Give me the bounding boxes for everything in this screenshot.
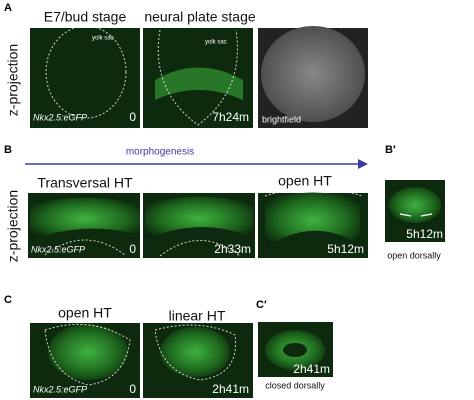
annotation: yolk sac	[205, 40, 227, 46]
micrograph	[30, 28, 140, 128]
caption: open dorsally	[387, 250, 441, 260]
side-label: z-projection	[5, 190, 21, 262]
embryo	[261, 26, 365, 122]
outline	[154, 324, 237, 381]
image: 5h12m	[385, 180, 445, 242]
arrow	[420, 213, 433, 217]
outline	[44, 323, 131, 386]
panel-label: B	[4, 144, 12, 156]
stage-label: neural plate stage	[144, 9, 256, 25]
image: 5h12m	[258, 187, 368, 258]
image: yolk sac Nkx2.5:eGFP 0	[30, 25, 140, 128]
time-label: 0	[129, 382, 136, 396]
stage-label: open HT	[58, 305, 112, 321]
outline	[44, 239, 126, 256]
time-label: 2h33m	[214, 242, 251, 256]
image: yolk sac 7h24m	[143, 28, 253, 128]
stage-label: open HT	[278, 173, 332, 189]
stage-label: linear HT	[169, 308, 226, 324]
tissue	[145, 196, 253, 240]
time-label: 0	[129, 110, 136, 124]
time-label: 5h12m	[327, 242, 364, 256]
image: brightfield	[258, 26, 368, 128]
outline	[45, 25, 127, 119]
stage-label: Transversal HT	[37, 175, 133, 191]
outline	[157, 29, 238, 126]
tissue	[48, 324, 128, 380]
time-label: 2h41m	[212, 382, 249, 396]
outline	[159, 240, 241, 257]
image: Nkx2.5:eGFP 0	[30, 319, 140, 398]
panel-label: B′	[385, 144, 396, 156]
tissue	[30, 197, 140, 240]
arrow-label: morphogenesis	[126, 147, 194, 158]
tissue	[265, 192, 360, 248]
image: Nkx2.5:eGFP 0	[28, 188, 140, 258]
time-label: 7h24m	[212, 110, 249, 124]
time-label: 5h12m	[406, 227, 443, 241]
arrow-head	[358, 159, 368, 169]
tissue	[155, 67, 243, 100]
image-label: brightfield	[262, 114, 301, 124]
tissue	[160, 327, 230, 377]
marker-label: Nkx2.5:eGFP	[33, 384, 87, 394]
panel-label: C′	[256, 299, 267, 311]
marker-label: Nkx2.5:eGFP	[31, 244, 85, 254]
lumen	[283, 343, 307, 357]
caption: closed dorsally	[265, 380, 325, 390]
marker-label: Nkx2.5:eGFP	[33, 112, 87, 122]
time-label: 2h41m	[293, 362, 330, 376]
side-label: z-projection	[5, 44, 21, 116]
image: 2h41m	[258, 322, 333, 377]
stage-label: E7/bud stage	[44, 9, 127, 25]
image: 2h33m	[143, 193, 255, 258]
image: 2h41m	[143, 323, 253, 398]
outline	[264, 187, 363, 197]
tissue	[389, 187, 441, 223]
arrow	[399, 213, 412, 217]
time-label: 0	[129, 242, 136, 256]
panel-label: A	[4, 2, 12, 14]
annotation: yolk sac	[92, 36, 114, 42]
panel-label: C	[4, 294, 12, 306]
